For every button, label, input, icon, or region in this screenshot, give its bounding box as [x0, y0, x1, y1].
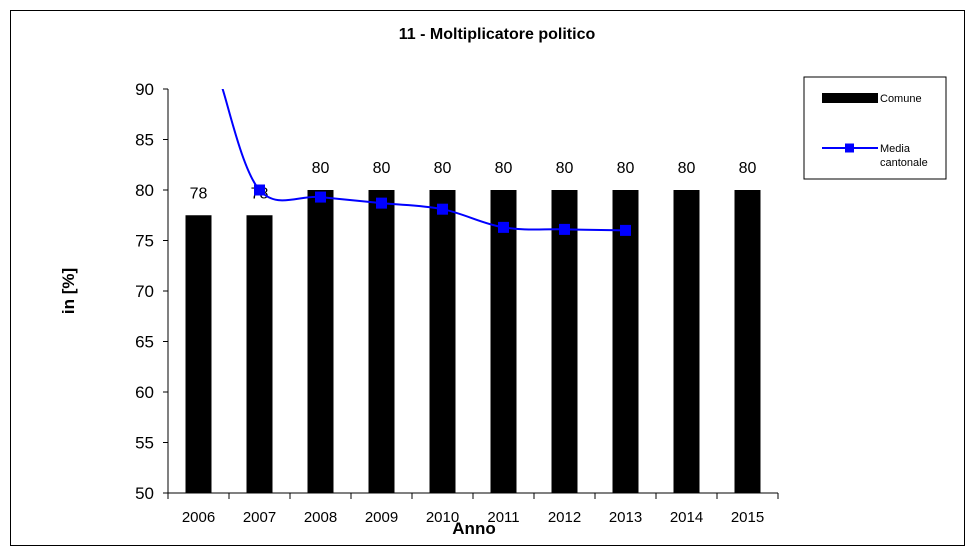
data-label-comune: 80	[678, 160, 696, 177]
y-axis-label: in [%]	[59, 268, 78, 314]
marker-media-cantonale	[559, 223, 570, 235]
legend-swatch-media-marker	[845, 143, 854, 153]
x-tick-label: 2011	[487, 509, 519, 526]
bar-comune	[307, 190, 334, 493]
marker-media-cantonale	[315, 191, 326, 203]
x-tick-label: 2009	[365, 509, 398, 526]
x-tick-label: 2014	[670, 509, 703, 526]
legend-label-media-1: Media	[880, 143, 911, 155]
y-tick-label: 80	[135, 181, 154, 200]
marker-media-cantonale	[376, 197, 387, 209]
data-label-comune: 78	[190, 185, 208, 202]
bar-comune	[734, 190, 761, 493]
marker-media-cantonale	[437, 203, 448, 215]
x-tick-label: 2007	[243, 509, 276, 526]
x-axis-label: Anno	[452, 519, 495, 538]
y-tick-label: 65	[135, 333, 154, 352]
marker-media-cantonale	[620, 224, 631, 236]
y-tick-label: 60	[135, 383, 154, 402]
data-label-comune: 80	[556, 160, 574, 177]
bar-comune	[246, 215, 273, 493]
bar-comune	[429, 190, 456, 493]
data-label-comune: 80	[434, 160, 452, 177]
marker-media-cantonale	[498, 221, 509, 233]
bar-comune	[551, 190, 578, 493]
y-tick-label: 90	[135, 80, 154, 99]
marker-media-cantonale	[254, 184, 265, 196]
data-label-comune: 80	[373, 160, 391, 177]
bar-comune	[368, 190, 395, 493]
x-tick-label: 2012	[548, 509, 581, 526]
y-tick-label: 50	[135, 484, 154, 503]
chart-title: 11 - Moltiplicatore politico	[399, 26, 596, 43]
data-label-comune: 80	[312, 160, 330, 177]
bar-comune	[185, 215, 212, 493]
data-label-comune: 80	[739, 160, 757, 177]
legend-swatch-comune	[822, 93, 878, 103]
x-tick-label: 2006	[182, 509, 215, 526]
y-tick-label: 85	[135, 131, 154, 150]
x-tick-label: 2013	[609, 509, 642, 526]
bar-comune	[673, 190, 700, 493]
bar-comune	[490, 190, 517, 493]
legend: Comune Media cantonale	[803, 76, 947, 180]
y-tick-label: 70	[135, 282, 154, 301]
x-tick-label: 2008	[304, 509, 337, 526]
bar-comune	[612, 190, 639, 493]
data-label-comune: 80	[495, 160, 513, 177]
y-tick-label: 55	[135, 434, 154, 453]
plot-area: 50 55 60 65 70 75 80 85 90 2006 2007 2008 2009 2010 20…	[135, 80, 779, 526]
y-tick-label: 75	[135, 232, 154, 251]
x-tick-label: 2015	[731, 509, 764, 526]
legend-label-comune: Comune	[880, 93, 922, 105]
legend-label-media-2: cantonale	[880, 157, 928, 169]
x-tick-label: 2010	[426, 509, 459, 526]
data-label-comune: 80	[617, 160, 635, 177]
